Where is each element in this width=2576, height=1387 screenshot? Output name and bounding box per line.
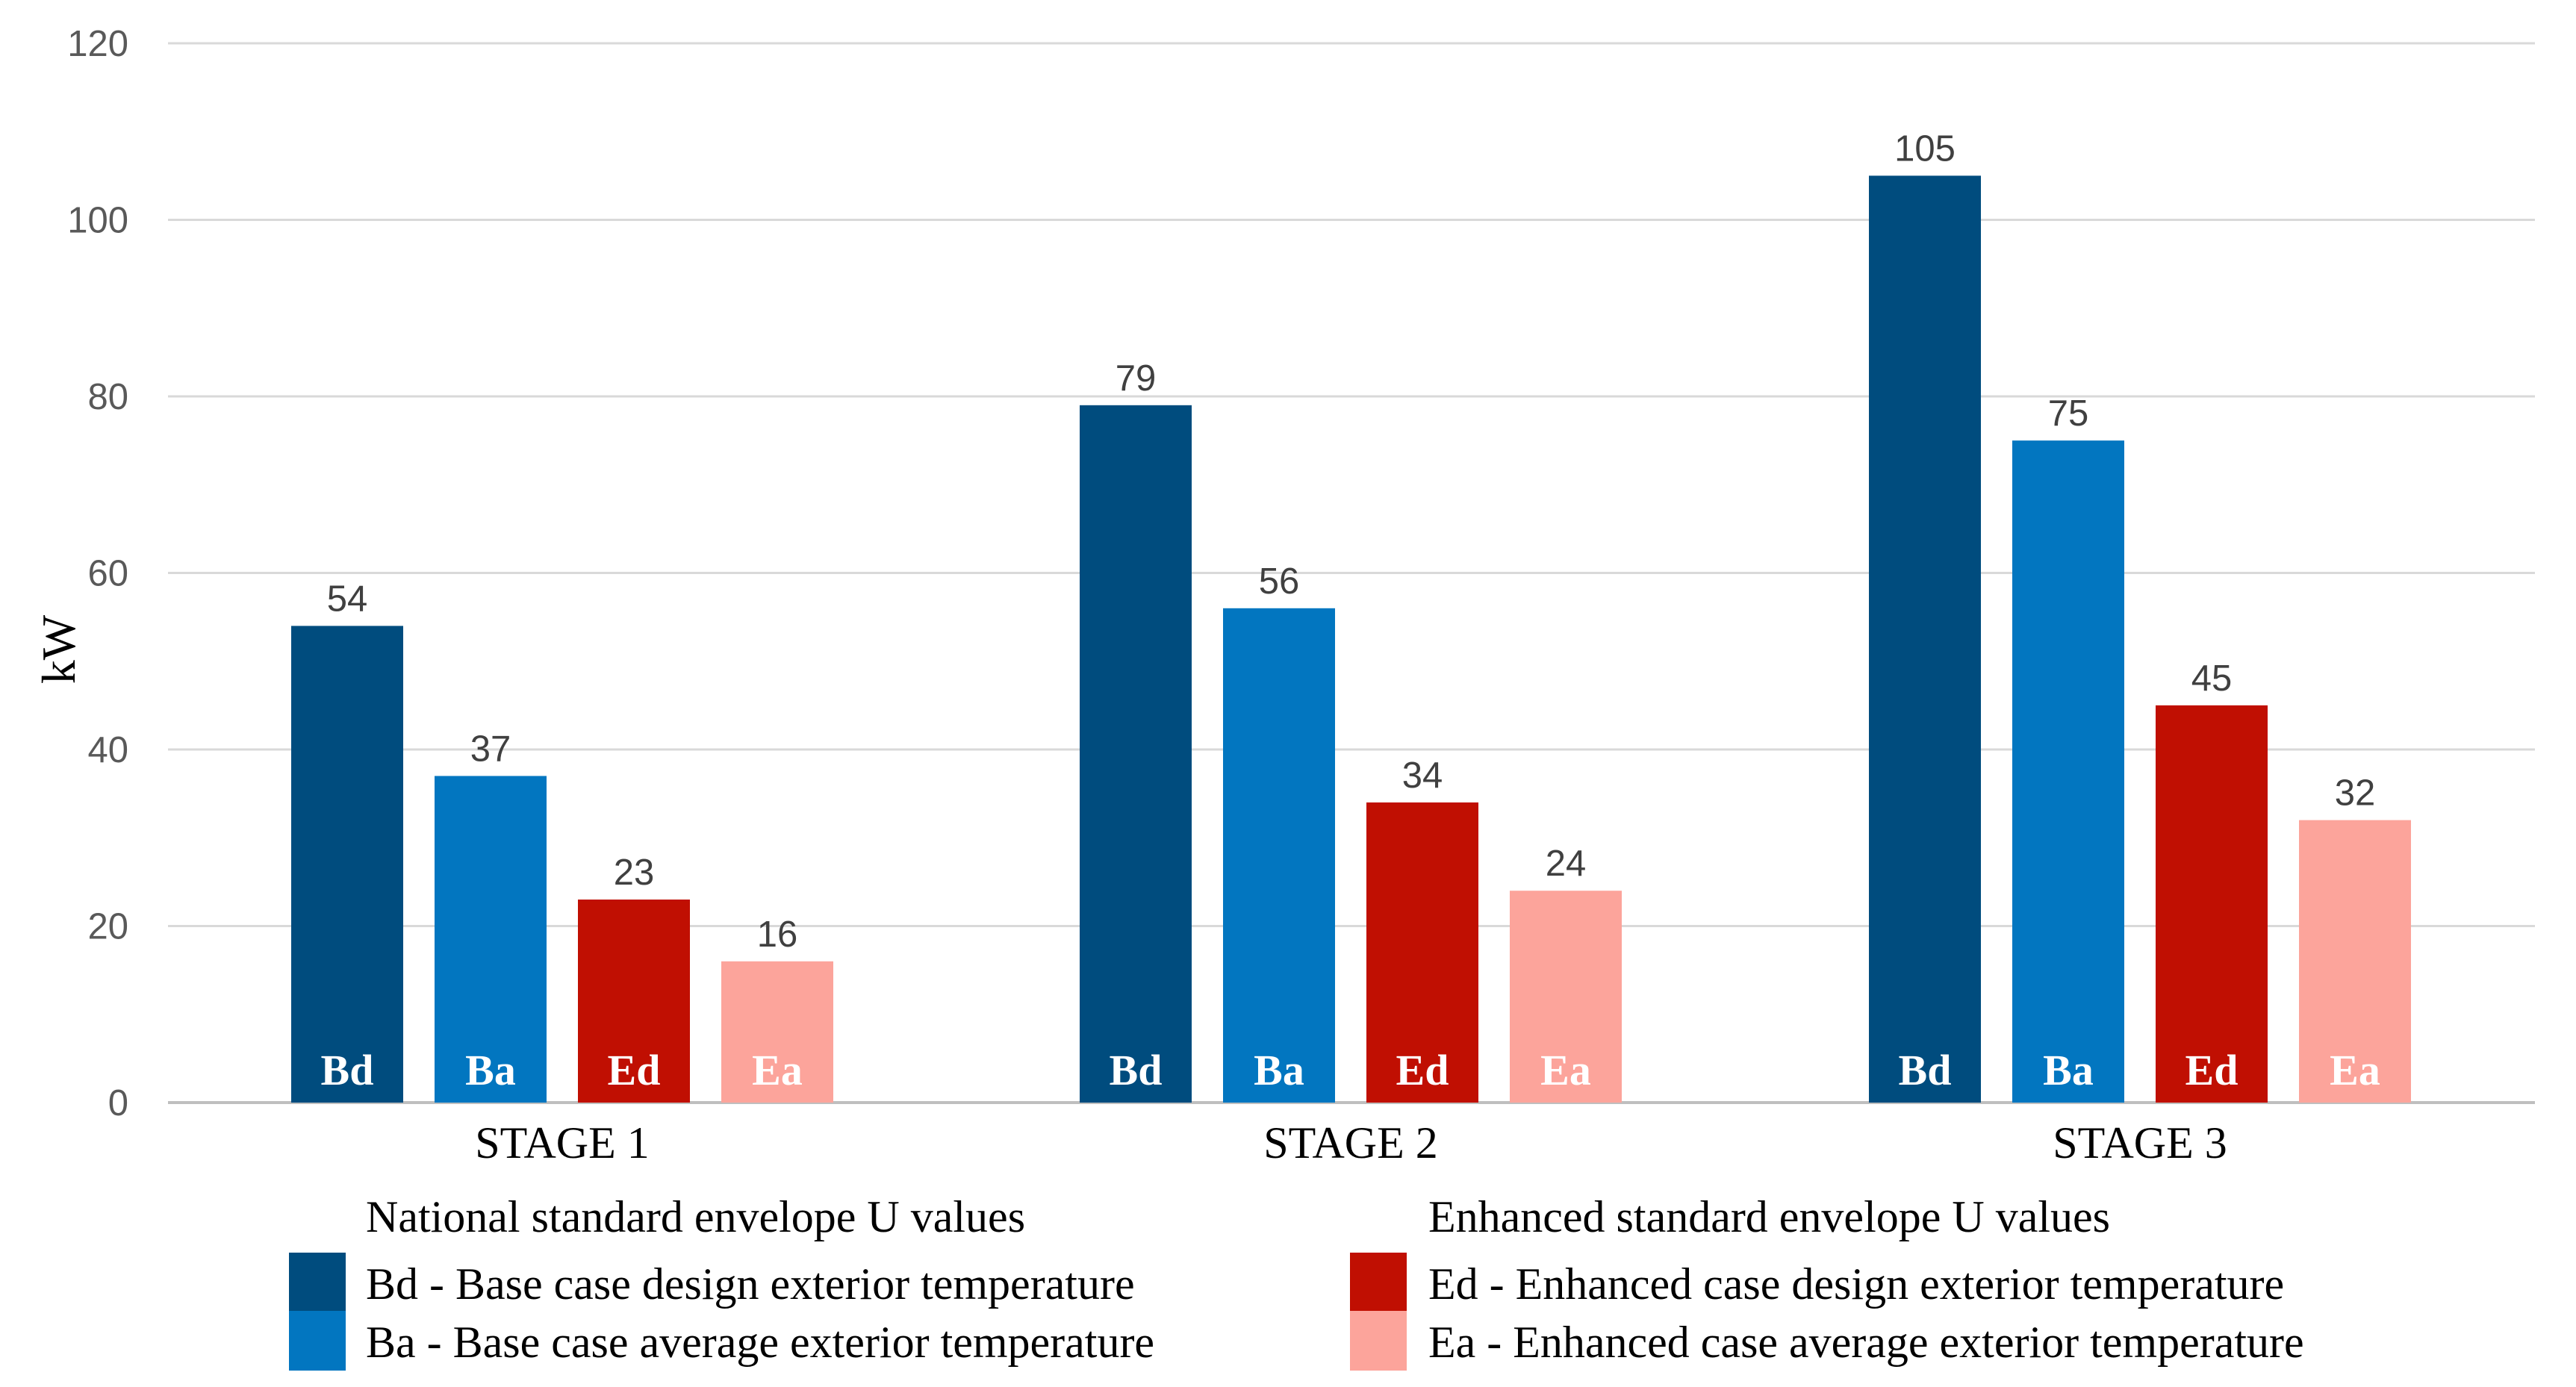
bar-ed-stage-2: [1366, 802, 1478, 1103]
data-label: 105: [1894, 128, 1956, 169]
data-label: 16: [757, 914, 798, 955]
y-tick-label: 0: [108, 1083, 128, 1123]
data-label: 24: [1546, 844, 1587, 884]
legend-entry-ed: Ed - Enhanced case design exterior tempe…: [1428, 1259, 2284, 1309]
data-label: 37: [470, 729, 511, 769]
bar-code-label: Ed: [2185, 1046, 2239, 1094]
y-tick-label: 120: [67, 24, 128, 64]
category-label-stage-2: STAGE 2: [1263, 1118, 1438, 1168]
bar-ea-stage-2: [1510, 891, 1622, 1103]
x-axis-categories: STAGE 1 STAGE 2 STAGE 3: [475, 1118, 2227, 1168]
bar-bd-stage-2: [1080, 405, 1192, 1103]
data-label: 34: [1402, 755, 1443, 796]
bar-code-label: Bd: [321, 1046, 374, 1094]
bar-code-label: Bd: [1899, 1046, 1952, 1094]
y-tick-label: 100: [67, 201, 128, 241]
y-tick-label: 60: [87, 554, 128, 594]
bar-ed-stage-3: [2156, 705, 2268, 1103]
legend-swatch-ba: [289, 1311, 346, 1371]
data-label: 32: [2335, 773, 2376, 814]
data-label: 56: [1259, 561, 1300, 602]
bars: [291, 175, 2411, 1103]
bar-code-label: Ea: [2330, 1046, 2380, 1094]
y-tick-label: 80: [87, 377, 128, 417]
bar-code-label: Ea: [752, 1046, 803, 1094]
bar-code-label: Ed: [1396, 1046, 1449, 1094]
bar-code-label: Ea: [1540, 1046, 1591, 1094]
bar-ba-stage-3: [2012, 440, 2124, 1103]
bar-code-label: Ed: [608, 1046, 661, 1094]
legend-entry-ea: Ea - Enhanced case average exterior temp…: [1428, 1318, 2304, 1367]
bar-code-label: Bd: [1110, 1046, 1163, 1094]
bar-bd-stage-3: [1869, 175, 1981, 1103]
category-label-stage-3: STAGE 3: [2053, 1118, 2227, 1168]
y-tick-label: 40: [87, 730, 128, 770]
bar-bd-stage-1: [291, 626, 403, 1103]
bar-code-label: Ba: [2043, 1046, 2094, 1094]
category-label-stage-1: STAGE 1: [475, 1118, 650, 1168]
bar-ed-stage-1: [578, 900, 690, 1103]
legend: National standard envelope U values Bd - …: [289, 1192, 2304, 1371]
data-label: 54: [327, 579, 368, 619]
data-label: 45: [2191, 658, 2233, 699]
legend-swatch-bd: [289, 1253, 346, 1312]
bar-ba-stage-1: [435, 776, 547, 1103]
legend-swatch-ea: [1350, 1311, 1407, 1371]
y-tick-label: 20: [87, 907, 128, 947]
data-labels: 54 Bd 37 Ba 23 Ed 16 Ea 79 Bd 56 Ba 34 Ed 24 Ea 105 Bd 75 B…: [321, 128, 2380, 1094]
y-axis-title: kW: [32, 614, 85, 684]
legend-entry-ba: Ba - Base case average exterior temperat…: [366, 1318, 1154, 1367]
y-axis-ticks: 0 20 40 60 80 100 120: [67, 24, 128, 1123]
data-label: 23: [614, 853, 655, 893]
data-label: 75: [2048, 393, 2089, 434]
data-label: 79: [1116, 358, 1157, 399]
legend-entry-bd: Bd - Base case design exterior temperatu…: [366, 1259, 1135, 1309]
bar-code-label: Ba: [1254, 1046, 1304, 1094]
gridlines: [168, 42, 2535, 1104]
legend-group-heading: National standard envelope U values: [366, 1192, 1025, 1241]
bar-ea-stage-1: [721, 961, 833, 1103]
bar-ea-stage-3: [2299, 820, 2411, 1103]
legend-group-heading: Enhanced standard envelope U values: [1428, 1192, 2110, 1241]
legend-swatch-ed: [1350, 1253, 1407, 1312]
bar-code-label: Ba: [465, 1046, 516, 1094]
bar-ba-stage-2: [1223, 608, 1335, 1103]
